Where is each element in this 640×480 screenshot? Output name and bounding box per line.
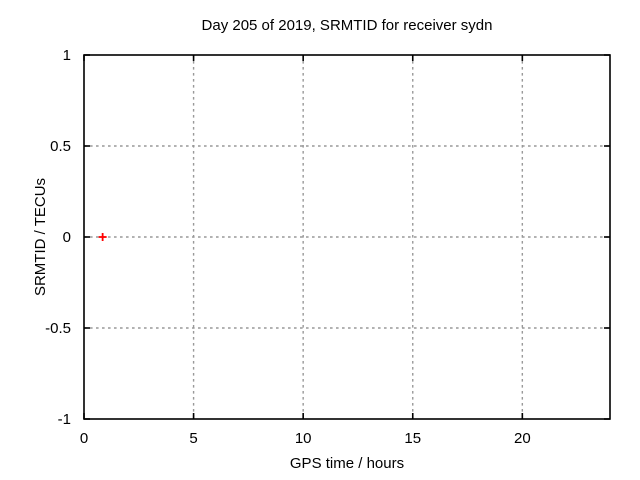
- chart-title: Day 205 of 2019, SRMTID for receiver syd…: [202, 17, 493, 34]
- tick-labels: 0 5 10 15 20 -1 -0.5 0 0.5 1: [45, 47, 531, 447]
- plot-border: [83, 54, 611, 420]
- y-tick-label: 0.5: [50, 138, 71, 155]
- x-tick-label: 10: [295, 430, 312, 447]
- x-tick-label: 0: [80, 430, 88, 447]
- y-tick-label: -1: [58, 411, 71, 428]
- x-tick-label: 15: [404, 430, 421, 447]
- grid-lines: [84, 55, 610, 419]
- x-tick-label: 20: [514, 430, 531, 447]
- x-axis-label: GPS time / hours: [290, 455, 404, 472]
- y-tick-label: 0: [63, 229, 71, 246]
- data-points: [98, 233, 107, 241]
- y-tick-label: 1: [63, 47, 71, 64]
- y-axis-label: SRMTID / TECUs: [32, 178, 49, 296]
- y-tick-label: -0.5: [45, 320, 71, 337]
- x-tick-label: 5: [189, 430, 197, 447]
